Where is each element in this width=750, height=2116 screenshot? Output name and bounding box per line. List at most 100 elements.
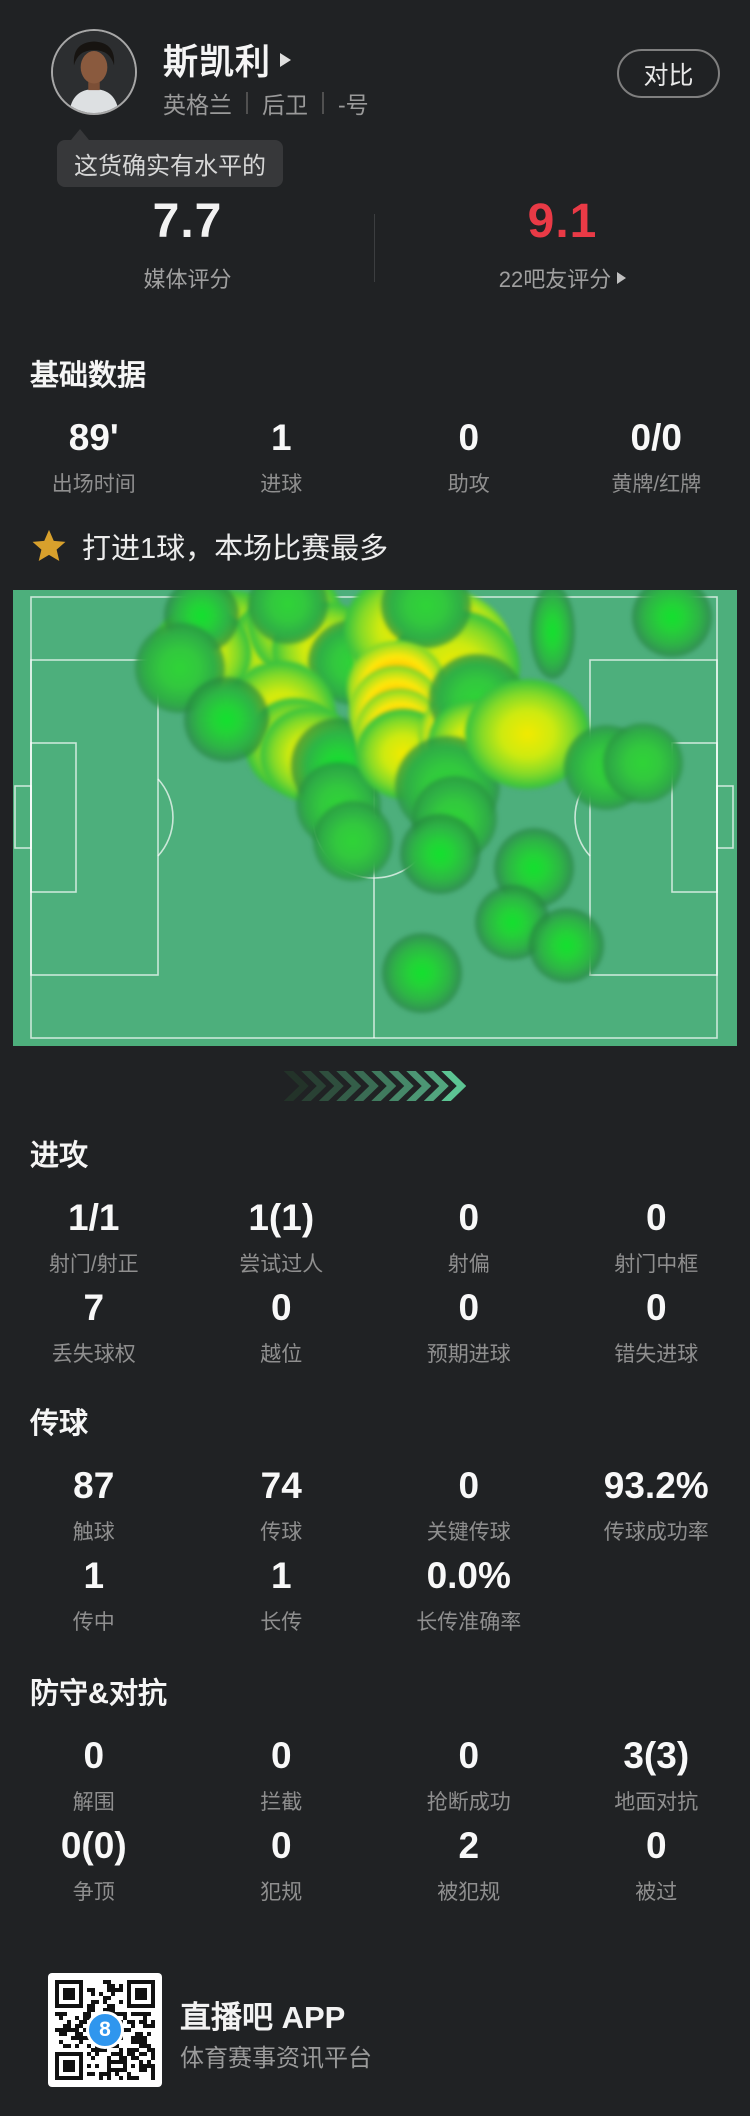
- stat-cell: 0 犯规: [188, 1824, 376, 1914]
- stat-row: 87 触球 74 传球 0 关键传球 93.2% 传球成功率: [0, 1464, 750, 1554]
- stat-label: 被过: [635, 1881, 678, 1904]
- compare-button-label: 对比: [643, 61, 694, 90]
- stat-label: 传球: [260, 1521, 303, 1544]
- section-title: 防守&对抗: [30, 1678, 167, 1710]
- stat-cell: 0 解围: [0, 1734, 188, 1824]
- stat-label: 出场时间: [51, 473, 136, 496]
- heatmap-pitch: [13, 590, 737, 1046]
- stat-label: 进球: [260, 473, 303, 496]
- stat-value: 93.2%: [603, 1465, 709, 1506]
- stat-cell: 0(0) 争顶: [0, 1824, 188, 1914]
- chevron-right-icon: [617, 272, 627, 284]
- app-tagline: 体育赛事资讯平台: [180, 2045, 372, 2072]
- player-number: -号: [338, 92, 369, 118]
- divider: [374, 214, 375, 282]
- stat-cell: 89' 出场时间: [0, 416, 188, 506]
- stat-row: 89' 出场时间 1 进球 0 助攻 0/0 黄牌/红牌: [0, 416, 750, 506]
- section-basic-data: 基础数据 89' 出场时间 1 进球 0 助攻 0/0 黄牌/红牌: [0, 356, 750, 506]
- stat-value: 0: [458, 1735, 480, 1776]
- stat-row: 1/1 射门/射正 1(1) 尝试过人 0 射偏 0 射门中框: [0, 1196, 750, 1286]
- avatar-photo: [53, 31, 135, 113]
- highlight-row: 打进1球，本场比赛最多: [30, 524, 388, 568]
- stat-value: 0: [645, 1287, 667, 1328]
- stat-cell: 74 传球: [188, 1464, 376, 1554]
- stat-cell: 0 射偏: [375, 1196, 563, 1286]
- heat-blob-green2: [184, 677, 270, 763]
- stat-label: 传球成功率: [603, 1521, 709, 1544]
- stat-cell: 0 抢断成功: [375, 1734, 563, 1824]
- heat-blob-green2: [400, 814, 481, 895]
- stat-label: 错失进球: [614, 1343, 699, 1366]
- heat-blob-green2: [529, 908, 605, 984]
- stat-value: 74: [260, 1465, 302, 1506]
- comment-bubble: 这货确实有水平的: [57, 129, 283, 187]
- stat-cell: 2 被犯规: [375, 1824, 563, 1914]
- comment-bubble-text: 这货确实有水平的: [74, 153, 266, 180]
- player-nationality: 英格兰: [163, 92, 232, 118]
- stat-cell: 0 关键传球: [375, 1464, 563, 1554]
- stat-value: 0: [270, 1735, 292, 1776]
- stat-label: 尝试过人: [239, 1253, 324, 1276]
- media-rating: 7.7 媒体评分: [0, 196, 375, 294]
- stat-value: 7: [83, 1287, 105, 1328]
- chevron-icon: [283, 1071, 309, 1101]
- star-icon: [32, 529, 66, 562]
- app-name: 直播吧 APP: [180, 2000, 346, 2035]
- stat-cell: 1(1) 尝试过人: [188, 1196, 376, 1286]
- stat-value: 0: [645, 1197, 667, 1238]
- stat-label: 地面对抗: [614, 1791, 699, 1814]
- stat-label: 助攻: [447, 473, 490, 496]
- heat-blob-green2: [529, 590, 575, 679]
- stat-label: 射门中框: [614, 1253, 699, 1276]
- stat-label: 犯规: [260, 1881, 303, 1904]
- stat-label: 预期进球: [426, 1343, 511, 1366]
- heat-blob-green2: [382, 933, 463, 1014]
- stat-cell: 0 越位: [188, 1286, 376, 1376]
- stat-value: 3(3): [623, 1735, 690, 1776]
- stat-value: 1(1): [248, 1197, 315, 1238]
- stat-cell: 1/1 射门/射正: [0, 1196, 188, 1286]
- stat-value: 0: [458, 1197, 480, 1238]
- player-meta: 英格兰 后卫 -号: [163, 86, 369, 120]
- qr-code: 8: [48, 1973, 162, 2087]
- stat-value: 87: [73, 1465, 115, 1506]
- stat-cell: 3(3) 地面对抗: [563, 1734, 750, 1824]
- heat-blob-green: [313, 800, 394, 881]
- stat-rows: 87 触球 74 传球 0 关键传球 93.2% 传球成功率 1 传中 1 长传 0.0% 长传准确率: [0, 1464, 750, 1644]
- section-title: 进攻: [30, 1140, 89, 1172]
- fans-rating-value: 9.1: [527, 195, 598, 248]
- stat-label: 长传准确率: [416, 1611, 522, 1634]
- heatmap-blobs: [13, 590, 737, 1046]
- stat-cell: 0 助攻: [375, 416, 563, 506]
- stat-cell: 0 错失进球: [563, 1286, 750, 1376]
- heat-blob-green2: [631, 590, 712, 658]
- stat-label: 解围: [72, 1791, 115, 1814]
- chevron-right-icon: [280, 52, 292, 67]
- stat-cell: 93.2% 传球成功率: [563, 1464, 750, 1554]
- section-passing: 传球 87 触球 74 传球 0 关键传球 93.2% 传球成功率 1 传中 1 长传 0.0% 长传准确…: [0, 1404, 750, 1644]
- stat-cell: 0 被过: [563, 1824, 750, 1914]
- fans-rating-label: 22吧友评分: [375, 262, 750, 294]
- compare-button[interactable]: 对比: [617, 49, 720, 98]
- stat-label: 触球: [72, 1521, 115, 1544]
- stat-cell: 87 触球: [0, 1464, 188, 1554]
- stat-value: 1/1: [68, 1197, 120, 1238]
- media-rating-value: 7.7: [152, 195, 223, 248]
- stat-value: 0: [458, 1465, 480, 1506]
- section-title: 基础数据: [30, 360, 147, 392]
- stat-value: 0: [458, 417, 480, 458]
- stat-value: 1: [270, 417, 292, 458]
- stat-row: 0(0) 争顶 0 犯规 2 被犯规 0 被过: [0, 1824, 750, 1914]
- stat-value: 1: [83, 1555, 105, 1596]
- stat-label: 被犯规: [437, 1881, 501, 1904]
- stat-value: 0: [645, 1825, 667, 1866]
- stat-cell: 0 拦截: [188, 1734, 376, 1824]
- player-name-button[interactable]: 斯凯利: [163, 34, 292, 85]
- fans-rating[interactable]: 9.1 22吧友评分: [375, 196, 750, 294]
- stat-label: 越位: [260, 1343, 303, 1366]
- stat-label: 传中: [72, 1611, 115, 1634]
- highlight-text: 打进1球，本场比赛最多: [82, 533, 389, 565]
- stat-row: 0 解围 0 拦截 0 抢断成功 3(3) 地面对抗: [0, 1734, 750, 1824]
- stat-label: 抢断成功: [426, 1791, 511, 1814]
